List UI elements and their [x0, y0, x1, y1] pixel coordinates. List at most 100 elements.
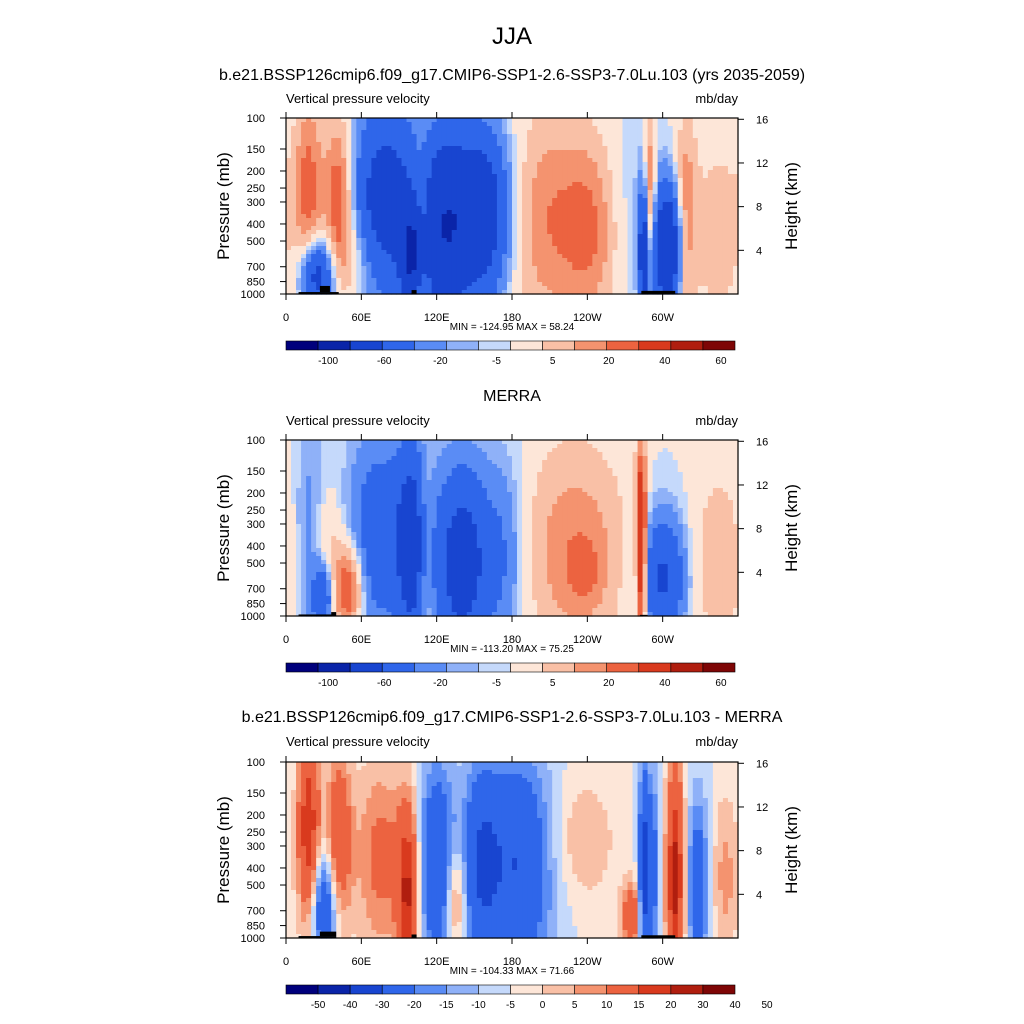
field-cell — [391, 460, 398, 465]
field-cell — [512, 230, 518, 235]
field-cell — [527, 154, 533, 159]
field-cell — [682, 118, 689, 123]
field-cell — [612, 198, 619, 203]
field-cell — [376, 170, 383, 175]
field-cell — [451, 266, 458, 271]
field-cell — [532, 198, 538, 203]
field-cell — [321, 186, 327, 191]
field-cell — [456, 190, 463, 195]
field-cell — [366, 222, 372, 227]
field-cell — [376, 246, 383, 251]
field-cell — [687, 166, 694, 171]
field-cell — [642, 242, 649, 247]
field-cell — [351, 174, 357, 179]
field-cell — [341, 290, 347, 295]
field-cell — [466, 476, 473, 481]
field-cell — [647, 258, 654, 263]
colorbar-swatch — [702, 340, 736, 351]
field-cell — [336, 246, 342, 251]
field-cell — [732, 118, 739, 123]
field-cell — [431, 146, 438, 151]
field-cell — [682, 178, 689, 183]
field-cell — [582, 278, 588, 283]
field-cell — [602, 278, 609, 283]
field-cell — [622, 472, 629, 477]
field-cell — [547, 150, 553, 155]
field-cell — [632, 254, 639, 259]
field-cell — [491, 290, 498, 295]
field-cell — [577, 182, 583, 187]
field-cell — [296, 480, 302, 485]
field-cell — [351, 182, 357, 187]
field-cell — [291, 480, 297, 485]
field-cell — [506, 194, 513, 199]
field-cell — [522, 130, 528, 135]
field-cell — [547, 226, 553, 231]
field-cell — [622, 456, 629, 461]
field-cell — [346, 150, 352, 155]
field-cell — [582, 194, 588, 199]
field-cell — [306, 456, 312, 461]
field-cell — [732, 444, 739, 449]
field-cell — [527, 178, 533, 183]
field-cell — [697, 238, 704, 243]
field-cell — [682, 122, 689, 127]
field-cell — [637, 214, 644, 219]
field-cell — [517, 210, 523, 215]
field-cell — [296, 270, 302, 275]
field-cell — [341, 444, 347, 449]
field-cell — [632, 178, 639, 183]
field-cell — [401, 198, 408, 203]
field-cell — [296, 234, 302, 239]
field-cell — [637, 230, 644, 235]
field-cell — [406, 222, 413, 227]
field-cell — [647, 226, 654, 231]
field-cell — [341, 480, 347, 485]
field-cell — [572, 170, 578, 175]
field-cell — [602, 230, 609, 235]
field-cell — [346, 266, 352, 271]
field-cell — [441, 476, 448, 481]
field-cell — [461, 138, 468, 143]
field-cell — [677, 258, 684, 263]
field-cell — [381, 198, 388, 203]
field-cell — [351, 134, 357, 139]
field-cell — [662, 178, 669, 183]
field-cell — [311, 198, 317, 203]
field-cell — [361, 130, 367, 135]
field-cell — [697, 440, 704, 445]
field-cell — [396, 198, 403, 203]
field-cell — [542, 464, 548, 469]
field-cell — [722, 456, 729, 461]
field-cell — [627, 448, 634, 453]
field-cell — [431, 444, 438, 449]
field-cell — [491, 150, 498, 155]
field-cell — [672, 286, 679, 291]
field-cell — [682, 452, 689, 457]
field-cell — [537, 134, 543, 139]
field-cell — [326, 178, 332, 183]
field-cell — [406, 174, 413, 179]
field-cell — [496, 456, 503, 461]
field-cell — [376, 218, 383, 223]
field-cell — [577, 290, 583, 295]
field-cell — [572, 242, 578, 247]
y-tick-label: 200 — [247, 166, 265, 178]
field-cell — [481, 278, 488, 283]
field-cell — [356, 282, 362, 287]
field-cell — [451, 130, 458, 135]
field-cell — [672, 206, 679, 211]
field-cell — [707, 266, 714, 271]
field-cell — [672, 142, 679, 147]
field-cell — [336, 480, 342, 485]
field-cell — [707, 170, 714, 175]
field-cell — [687, 186, 694, 191]
field-cell — [401, 202, 408, 207]
field-cell — [647, 174, 654, 179]
field-cell — [401, 142, 408, 147]
field-cell — [446, 274, 453, 279]
field-cell — [441, 246, 448, 251]
field-cell — [291, 242, 297, 247]
field-cell — [411, 226, 418, 231]
field-cell — [506, 146, 513, 151]
